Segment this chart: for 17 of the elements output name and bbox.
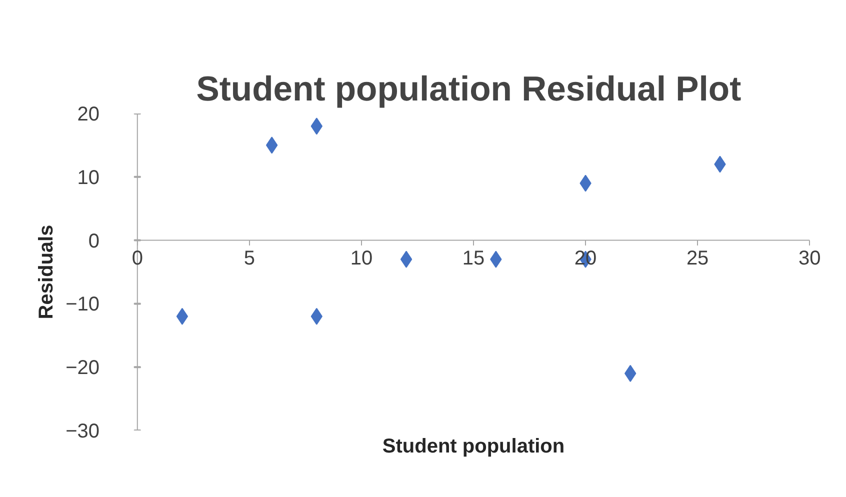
x-tick-label: 25 [686, 247, 709, 270]
y-tick-label: −20 [66, 357, 100, 380]
y-tick-label: 0 [88, 230, 100, 252]
y-tick-label: −10 [66, 294, 100, 316]
x-tick-label: 15 [462, 247, 485, 270]
x-tick-label: 0 [132, 247, 143, 270]
y-tick-label: 10 [77, 166, 100, 189]
y-tick-label: 20 [77, 104, 100, 126]
point [176, 308, 188, 325]
chart-title: Student population Residual Plot [196, 70, 742, 108]
x-tick-label: 30 [798, 247, 821, 270]
x-tick-label: 10 [350, 247, 373, 270]
y-axis-title: Residuals [36, 224, 58, 320]
y-tick-label: −30 [66, 420, 100, 442]
x-tick-label: 5 [244, 247, 255, 270]
point [400, 250, 412, 268]
x-axis-title: Student population [382, 436, 565, 458]
